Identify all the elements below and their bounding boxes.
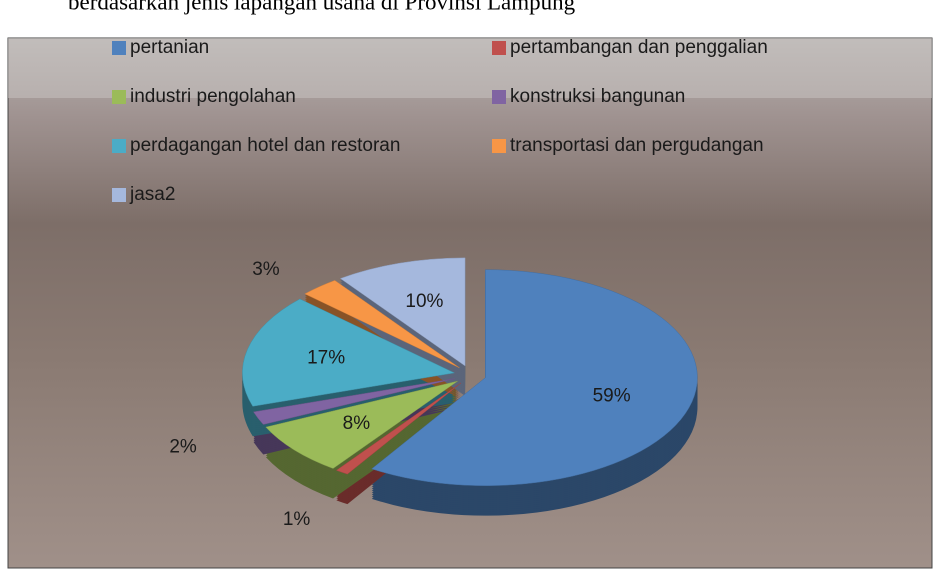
slice	[253, 378, 456, 425]
data-label: 2%	[169, 436, 197, 457]
legend: pertanian pertambangan dan penggalian indu…	[112, 37, 768, 205]
data-label: 17%	[307, 347, 345, 368]
data-label: 8%	[343, 413, 371, 434]
legend-swatch	[492, 139, 506, 153]
slice	[335, 382, 462, 475]
legend-swatch	[112, 90, 126, 104]
slice	[339, 257, 466, 367]
legend-label: pertambangan dan penggalian	[510, 37, 768, 58]
data-label: 3%	[252, 259, 280, 280]
pie: 59% 1% 8% 2% 17% 3% 10%	[169, 257, 698, 530]
sky	[8, 38, 932, 98]
legend-label: konstruksi bangunan	[510, 86, 685, 107]
chart-title: berdasarkan jenis lapangan usaha di Prov…	[68, 0, 576, 14]
legend-swatch	[112, 188, 126, 202]
legend-swatch	[492, 90, 506, 104]
legend-swatch	[112, 41, 126, 55]
data-label: 1%	[283, 509, 311, 530]
data-label: 10%	[405, 291, 443, 312]
legend-label: perdagangan hotel dan restoran	[130, 135, 400, 156]
slice	[265, 380, 458, 469]
legend-swatch	[112, 139, 126, 153]
data-label: 59%	[593, 385, 631, 406]
legend-label: transportasi dan pergudangan	[510, 135, 764, 156]
legend-label: jasa2	[129, 184, 175, 205]
legend-label: pertanian	[130, 37, 209, 58]
slice	[242, 298, 456, 407]
legend-swatch	[492, 41, 506, 55]
slice	[371, 269, 698, 486]
legend-label: industri pengolahan	[130, 86, 296, 107]
slice	[304, 280, 460, 369]
